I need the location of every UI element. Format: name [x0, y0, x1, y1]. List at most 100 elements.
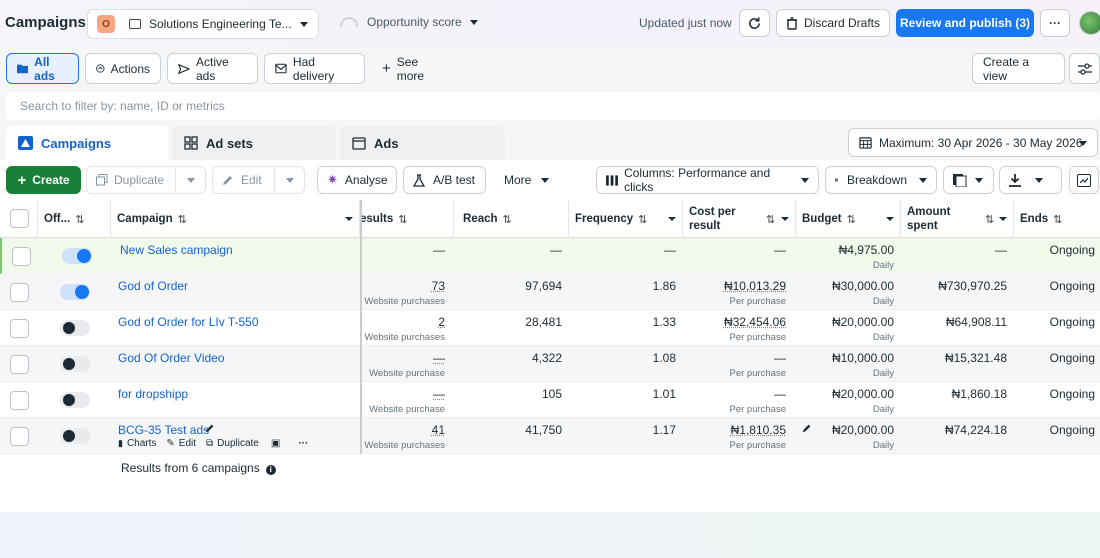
reach-value: 97,694: [525, 279, 562, 293]
row-checkbox[interactable]: [10, 427, 29, 446]
more-actions[interactable]: ···: [298, 438, 309, 449]
header-budget[interactable]: Budget ⇅: [796, 200, 901, 238]
duplicate-dropdown[interactable]: [175, 166, 206, 194]
search-input[interactable]: Search to filter by: name, ID or metrics: [6, 92, 1100, 120]
view-active-ads[interactable]: Active ads: [167, 53, 258, 84]
reports-dropdown[interactable]: [943, 166, 994, 194]
budget-subtitle: Daily: [872, 404, 894, 415]
account-selector[interactable]: O Solutions Engineering Te...: [87, 9, 319, 39]
view-actions[interactable]: Actions: [85, 53, 161, 84]
charts-toggle-button[interactable]: [1069, 166, 1099, 194]
chevron-down-icon: [668, 217, 676, 221]
view-see-more[interactable]: + See more: [371, 53, 457, 84]
send-icon: [178, 63, 190, 74]
table-row[interactable]: for dropshipp — Website purchase 105 1.01 — Pe…: [0, 382, 1100, 418]
amount-spent-value: ₦15,321.48: [944, 351, 1007, 365]
header-reach[interactable]: Reach ⇅: [454, 200, 569, 238]
opportunity-score-dropdown[interactable]: Opportunity score: [340, 15, 478, 29]
duplicate-button[interactable]: Duplicate: [86, 166, 176, 194]
reach-value: —: [550, 243, 562, 257]
tab-ads[interactable]: Ads: [340, 126, 505, 160]
budget-subtitle: Daily: [872, 332, 894, 343]
row-checkbox[interactable]: [10, 319, 29, 338]
table-row[interactable]: BCG-35 Test ads 41 Website purchases 41,750…: [0, 418, 1100, 454]
edit-action[interactable]: Edit: [178, 438, 197, 449]
pencil-icon[interactable]: [802, 423, 812, 433]
frequency-value: 1.08: [652, 351, 676, 365]
reach-value: 105: [541, 387, 562, 401]
create-view-button[interactable]: Create a view: [972, 53, 1065, 84]
tab-adsets[interactable]: Ad sets: [172, 126, 336, 160]
view-settings-button[interactable]: [1069, 53, 1100, 84]
campaign-toggle[interactable]: [62, 248, 92, 264]
chevron-down-icon: [345, 217, 353, 221]
header-campaign[interactable]: Campaign ⇅: [111, 200, 360, 238]
results-value: —: [433, 351, 445, 365]
duplicate-action[interactable]: Duplicate: [217, 438, 259, 449]
frequency-value: —: [664, 243, 676, 257]
results-value: 41: [431, 423, 445, 437]
table-row[interactable]: God Of Order Video — Website purchase 4,322…: [0, 346, 1100, 382]
refresh-button[interactable]: [739, 9, 770, 37]
discard-drafts-button[interactable]: Discard Drafts: [776, 9, 890, 37]
view-label: All ads: [34, 54, 55, 83]
header-label-line2: result: [689, 220, 721, 232]
charts-action[interactable]: Charts: [126, 438, 157, 449]
campaign-name-link[interactable]: God of Order for LIv T-550: [118, 315, 259, 329]
row-checkbox[interactable]: [12, 247, 31, 266]
adsets-icon: [184, 136, 198, 150]
campaign-toggle[interactable]: [60, 392, 90, 408]
more-options-button[interactable]: ···: [1040, 9, 1070, 37]
reports-icon: [953, 173, 967, 187]
view-had-delivery[interactable]: Had delivery: [264, 53, 365, 84]
campaign-name-link[interactable]: New Sales campaign: [120, 243, 233, 257]
header-label: Off...: [44, 213, 71, 225]
table-row[interactable]: God of Order for LIv T-550 2 Website purch…: [0, 310, 1100, 346]
edit-button[interactable]: Edit: [212, 166, 275, 194]
row-checkbox[interactable]: [10, 355, 29, 374]
analyse-button[interactable]: ✷ Analyse: [317, 166, 397, 194]
ab-test-button[interactable]: A/B test: [403, 166, 486, 194]
campaign-toggle[interactable]: [60, 356, 90, 372]
header-ends[interactable]: Ends ⇅: [1014, 200, 1100, 238]
avatar[interactable]: [1079, 11, 1100, 35]
breakdown-dropdown[interactable]: Breakdown: [825, 166, 937, 194]
date-range-picker[interactable]: Maximum: 30 Apr 2026 - 30 May 2026: [848, 128, 1098, 157]
header-label-line2: spent: [907, 220, 938, 232]
tab-campaigns[interactable]: Campaigns: [6, 126, 168, 160]
sort-icon: ⇅: [1053, 213, 1063, 226]
header-off-on[interactable]: Off... ⇅: [38, 200, 111, 238]
create-button[interactable]: + Create: [6, 166, 81, 194]
row-checkbox[interactable]: [10, 283, 29, 302]
view-label: Actions: [110, 61, 150, 76]
header-amount-spent[interactable]: Amount spent ⇅: [901, 200, 1014, 238]
campaign-toggle[interactable]: [60, 284, 90, 300]
table-row[interactable]: New Sales campaign — — — — ₦4,975.00 Daily — Ong…: [0, 238, 1100, 274]
chevron-down-icon: [285, 177, 294, 183]
more-dropdown[interactable]: More: [494, 166, 562, 194]
results-value: —: [433, 387, 445, 401]
select-all-checkbox[interactable]: [10, 209, 29, 228]
edit-dropdown[interactable]: [274, 166, 305, 194]
campaign-toggle[interactable]: [60, 320, 90, 336]
account-badge: O: [97, 15, 115, 33]
export-dropdown[interactable]: [999, 166, 1062, 194]
review-publish-button[interactable]: Review and publish (3): [896, 9, 1034, 37]
campaign-name-link[interactable]: BCG-35 Test ads: [118, 423, 210, 437]
header-cost-per-result[interactable]: Cost per result ⇅: [683, 200, 796, 238]
campaign-name-link[interactable]: God Of Order Video: [118, 351, 225, 365]
campaign-toggle[interactable]: [60, 428, 90, 444]
row-checkbox[interactable]: [10, 391, 29, 410]
pencil-icon[interactable]: [205, 423, 215, 433]
campaign-name-link[interactable]: for dropshipp: [118, 387, 189, 401]
header-results[interactable]: esults ⇅: [360, 200, 454, 238]
header-frequency[interactable]: Frequency ⇅: [569, 200, 683, 238]
campaign-name-link[interactable]: God of Order: [118, 279, 189, 293]
table-row[interactable]: God of Order 73 Website purchases 97,694 1.8…: [0, 274, 1100, 310]
image-icon[interactable]: ▣: [270, 438, 281, 449]
pencil-icon: ✎: [166, 438, 175, 449]
info-icon[interactable]: i: [265, 465, 276, 475]
view-all-ads[interactable]: All ads: [6, 53, 79, 84]
header-label: Campaign: [117, 213, 173, 225]
columns-dropdown[interactable]: Columns: Performance and clicks: [596, 166, 819, 194]
